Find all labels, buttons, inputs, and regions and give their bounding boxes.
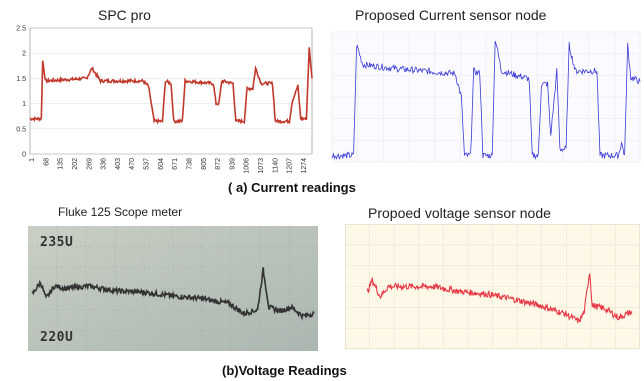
y-tick-label: 1 bbox=[22, 101, 26, 108]
chart-title-current-node: Proposed Current sensor node bbox=[355, 7, 547, 23]
series-line bbox=[331, 40, 641, 161]
scope-label-bottom: 220U bbox=[40, 330, 74, 345]
chart-spc-pro: 0 0.5 1 1.5 2 2.5 1 68 135 202 269 336 403 470 537 604 6… bbox=[16, 26, 313, 174]
x-tick-label: 336 bbox=[101, 158, 108, 170]
chart-title-fluke: Fluke 125 Scope meter bbox=[58, 205, 183, 219]
x-tick-label: 604 bbox=[158, 158, 165, 170]
y-tick-label: 0 bbox=[22, 152, 26, 159]
x-tick-label: 68 bbox=[43, 158, 50, 166]
series-line bbox=[366, 273, 633, 324]
x-tick-label: 1073 bbox=[258, 158, 265, 174]
chart-title-voltage-node: Propoed voltage sensor node bbox=[368, 205, 551, 221]
x-tick-label: 872 bbox=[215, 158, 222, 170]
x-tick-label: 202 bbox=[72, 158, 79, 170]
y-tick-label: 0.5 bbox=[16, 126, 26, 133]
y-tick-label: 2.5 bbox=[16, 26, 26, 33]
x-tick-label: 403 bbox=[115, 158, 122, 170]
scope-label-top: 235U bbox=[40, 235, 74, 250]
x-tick-label: 805 bbox=[201, 158, 208, 170]
x-tick-label: 1207 bbox=[287, 158, 294, 174]
series-line bbox=[29, 47, 313, 125]
chart-current-node bbox=[331, 31, 641, 163]
caption-current: ( a) Current readings bbox=[228, 180, 356, 195]
x-tick-label: 1 bbox=[29, 158, 36, 162]
x-tick-label: 135 bbox=[58, 158, 65, 170]
x-tick-label: 738 bbox=[186, 158, 193, 170]
chart-fluke-scope bbox=[28, 226, 318, 351]
y-tick-label: 1.5 bbox=[16, 76, 26, 83]
x-tick-label: 470 bbox=[129, 158, 136, 170]
y-tick-label: 2 bbox=[22, 51, 26, 58]
x-tick-label: 1006 bbox=[244, 158, 251, 174]
x-tick-label: 537 bbox=[144, 158, 151, 170]
caption-voltage: (b)Voltage Readings bbox=[222, 363, 347, 378]
x-tick-label: 671 bbox=[172, 158, 179, 170]
x-tick-label: 939 bbox=[229, 158, 236, 170]
chart-voltage-node bbox=[345, 224, 640, 349]
x-tick-label: 1140 bbox=[272, 158, 279, 173]
x-tick-label: 269 bbox=[86, 158, 93, 170]
x-tick-label: 1274 bbox=[301, 158, 308, 174]
chart-title-spc-pro: SPC pro bbox=[98, 7, 151, 23]
series-line bbox=[31, 267, 315, 321]
